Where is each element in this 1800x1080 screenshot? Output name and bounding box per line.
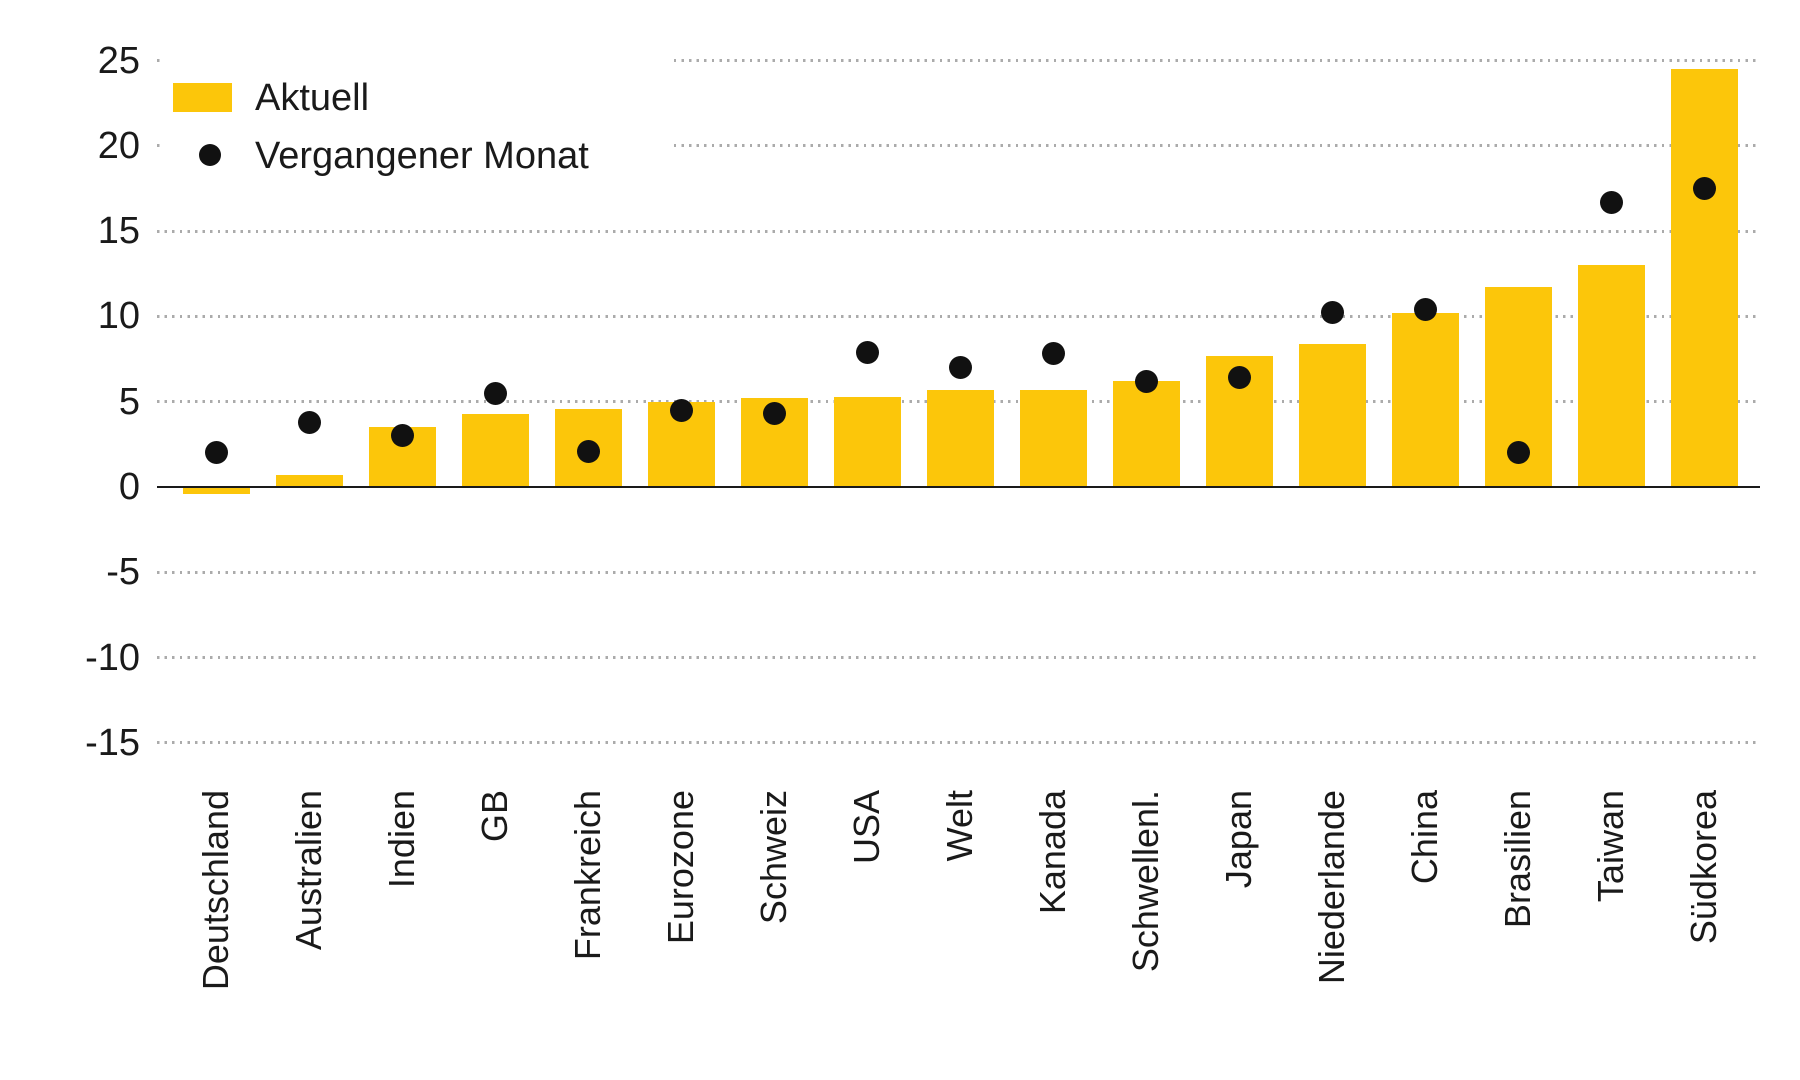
dot-welt	[948, 356, 972, 380]
y-tick-label: -10	[85, 636, 140, 679]
gridline-y20	[157, 144, 1760, 148]
x-tick-label: China	[1404, 790, 1445, 885]
legend-label-vergangener-monat: Vergangener Monat	[255, 135, 589, 177]
dot-schwellenl-	[1134, 369, 1158, 393]
x-tick-label: Deutschland	[195, 790, 236, 991]
x-tick-label: Indien	[381, 790, 422, 889]
legend-dot-icon	[199, 144, 221, 166]
gridline-y-10	[157, 656, 1760, 660]
y-tick-label: 0	[118, 466, 140, 508]
x-tick-label: Niederlande	[1311, 790, 1352, 985]
gridline-y-5	[157, 570, 1760, 574]
legend-label-aktuell: Aktuell	[255, 77, 370, 119]
dot-japan	[1227, 366, 1251, 390]
x-tick-label: GB	[474, 790, 515, 843]
bar-niederlande	[1298, 343, 1366, 487]
x-tick-label: Kanada	[1032, 790, 1073, 915]
dot-eurozone	[669, 398, 693, 422]
bar-australien	[275, 475, 343, 487]
dot-s-dkorea	[1692, 176, 1716, 200]
x-tick-label: Frankreich	[567, 790, 608, 961]
dot-deutschland	[204, 441, 228, 465]
x-tick-label: USA	[846, 790, 887, 865]
x-tick-label: Australien	[288, 790, 329, 951]
legend: Aktuell Vergangener Monat	[160, 52, 672, 194]
dot-brasilien	[1506, 441, 1530, 465]
dot-indien	[390, 424, 414, 448]
zero-axis-line	[157, 485, 1760, 489]
bar-gb	[461, 413, 529, 487]
dot-kanada	[1041, 342, 1065, 366]
y-tick-label: 25	[97, 39, 140, 82]
bar-china	[1391, 312, 1459, 487]
x-tick-label: Eurozone	[660, 790, 701, 945]
y-tick-label: -5	[106, 551, 140, 594]
bar-kanada	[1019, 389, 1087, 487]
dot-schweiz	[762, 402, 786, 426]
x-tick-label: Japan	[1218, 790, 1259, 889]
x-tick-label: Südkorea	[1683, 790, 1724, 945]
y-tick-label: 15	[97, 210, 140, 253]
gridline-y15	[157, 229, 1760, 233]
bar-deutschland	[182, 487, 250, 494]
x-tick-label: Schwellenl.	[1125, 790, 1166, 973]
dot-china	[1413, 298, 1437, 322]
dot-australien	[297, 410, 321, 434]
y-tick-label: -15	[85, 721, 140, 764]
bar-usa	[833, 396, 901, 487]
x-tick-label: Welt	[939, 790, 980, 862]
legend-bar-swatch	[173, 83, 232, 112]
dot-niederlande	[1320, 301, 1344, 325]
y-tick-label: 20	[97, 124, 140, 167]
y-tick-label: 10	[97, 295, 140, 338]
x-tick-label: Brasilien	[1497, 790, 1538, 929]
x-tick-label: Schweiz	[753, 790, 794, 925]
dot-usa	[855, 340, 879, 364]
bar-taiwan	[1577, 265, 1645, 487]
x-tick-label: Taiwan	[1590, 790, 1631, 903]
dot-frankreich	[576, 439, 600, 463]
dot-gb	[483, 381, 507, 405]
y-tick-label: 5	[118, 380, 140, 423]
bar-schwellenl-	[1112, 381, 1180, 487]
dot-taiwan	[1599, 190, 1623, 214]
gridline-y10	[157, 314, 1760, 318]
bar-s-dkorea	[1670, 69, 1738, 487]
gridline-y25	[157, 59, 1760, 62]
gridline-y-15	[157, 741, 1760, 745]
bar-welt	[926, 389, 994, 487]
